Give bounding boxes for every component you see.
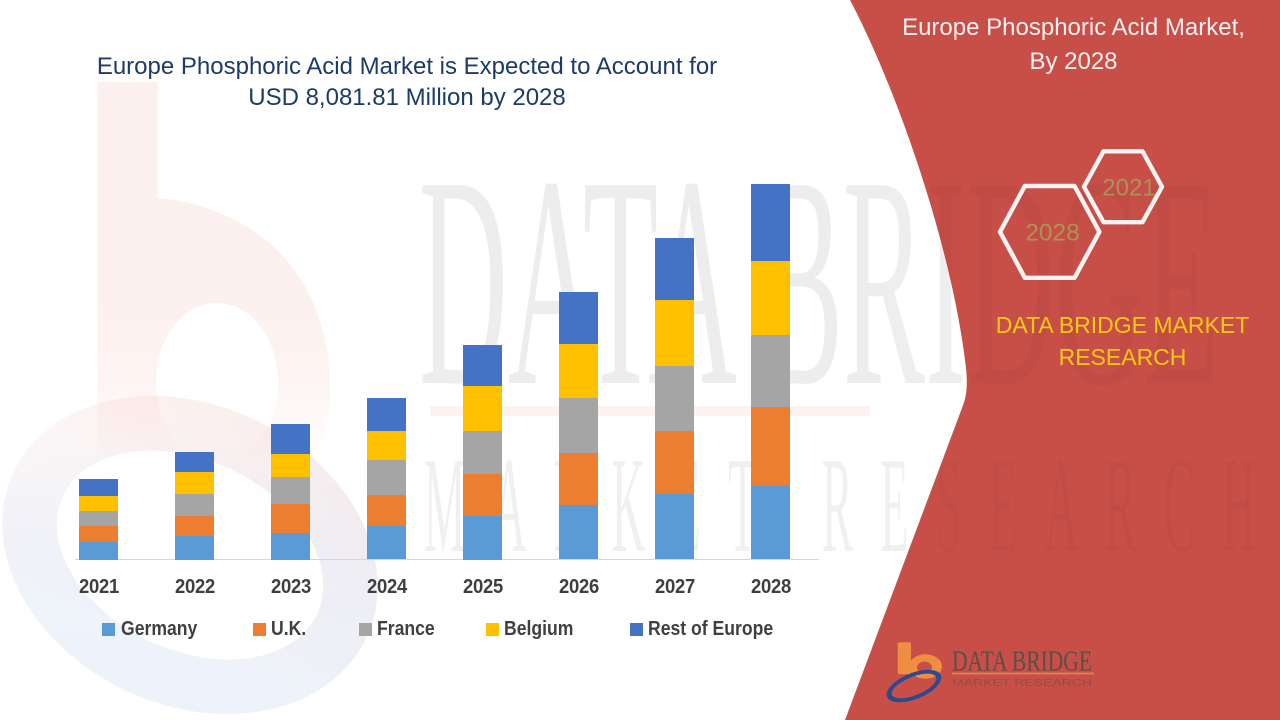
svg-text:MARKET RESEARCH: MARKET RESEARCH (952, 677, 1092, 689)
svg-text:2021: 2021 (1102, 175, 1155, 202)
svg-text:2028: 2028 (1025, 220, 1080, 247)
svg-text:DATA BRIDGE: DATA BRIDGE (952, 645, 1092, 677)
